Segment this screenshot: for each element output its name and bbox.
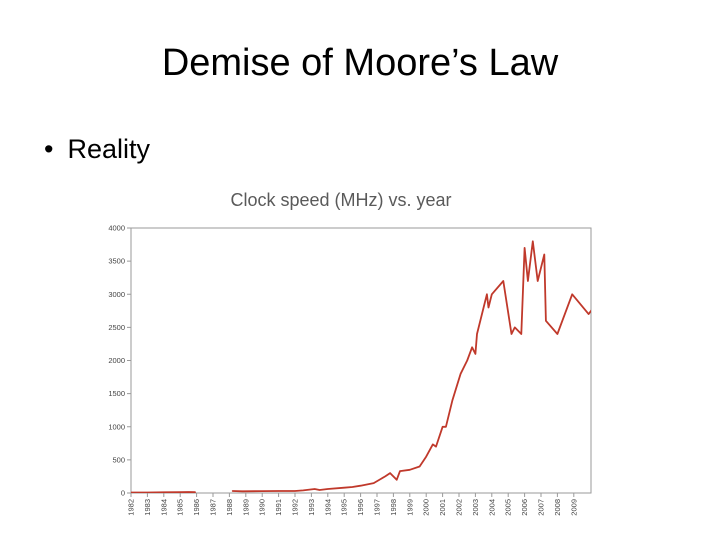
x-tick-label: 2005 (504, 499, 513, 516)
slide-title: Demise of Moore’s Law (161, 42, 559, 84)
series-line (231, 240, 591, 493)
x-tick-label: 2001 (438, 499, 447, 516)
plot-frame (130, 227, 592, 494)
x-tick-label: 1997 (373, 499, 382, 516)
y-tick-label: 2000 (108, 356, 125, 365)
x-tick-label: 1992 (291, 499, 300, 516)
x-tick-label: 1989 (241, 499, 250, 516)
x-tick-label: 1982 (127, 499, 136, 516)
x-tick-label: 2002 (455, 499, 464, 516)
x-tick-label: 2008 (553, 499, 562, 516)
x-tick-label: 1999 (405, 499, 414, 516)
x-tick-label: 1984 (159, 499, 168, 516)
x-tick-label: 1990 (258, 499, 267, 516)
y-tick-label: 1500 (108, 389, 125, 398)
y-tick-label: 3000 (108, 290, 125, 299)
y-tick-label: 1000 (108, 422, 125, 431)
y-tick-label: 2500 (108, 323, 125, 332)
x-tick-label: 1983 (143, 499, 152, 516)
x-tick-label: 1985 (176, 499, 185, 516)
x-tick-label: 1996 (356, 499, 365, 516)
y-tick-label: 0 (121, 489, 125, 498)
bullet-text: Reality (67, 134, 150, 164)
chart-title-text: Clock speed (MHz) vs. year (230, 190, 452, 210)
x-tick-label: 2000 (422, 499, 431, 516)
x-tick-label: 2009 (569, 499, 578, 516)
x-tick-label: 2006 (520, 499, 529, 516)
x-tick-label: 1988 (225, 499, 234, 516)
x-tick-label: 1998 (389, 499, 398, 516)
x-tick-label: 1986 (192, 499, 201, 516)
x-tick-label: 1994 (323, 499, 332, 516)
x-tick-label: 2003 (471, 499, 480, 516)
bullet-item: • Reality (44, 134, 150, 165)
x-tick-label: 1991 (274, 499, 283, 516)
x-tick-label: 2004 (487, 499, 496, 516)
x-tick-label: 1987 (209, 499, 218, 516)
y-tick-label: 500 (112, 455, 125, 464)
x-tick-label: 1993 (307, 499, 316, 516)
bullet-dot: • (44, 134, 54, 164)
x-tick-label: 1995 (340, 499, 349, 516)
series-line (131, 491, 196, 493)
y-tick-label: 4000 (108, 224, 125, 233)
y-tick-label: 3500 (108, 257, 125, 266)
chart-title: Clock speed (MHz) vs. year (0, 190, 720, 211)
x-tick-label: 2007 (537, 499, 546, 516)
